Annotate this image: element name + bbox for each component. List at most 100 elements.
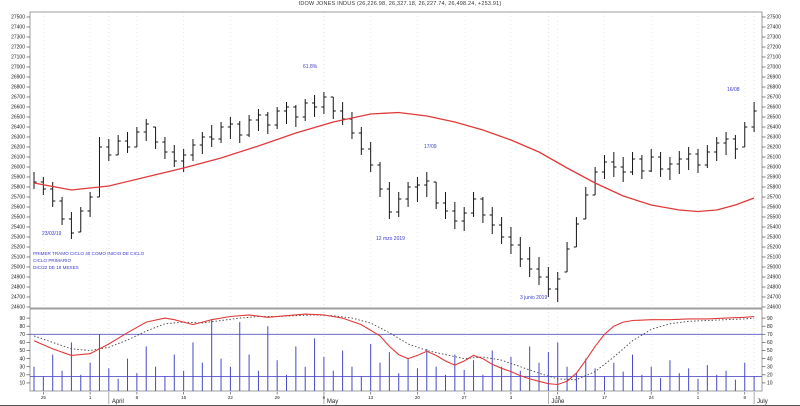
svg-text:May: May [327, 399, 338, 405]
svg-text:26400: 26400 [767, 125, 781, 131]
svg-text:20: 20 [415, 395, 421, 400]
svg-text:25: 25 [41, 395, 47, 400]
cycle-date-projection-1: 17/09 [424, 144, 437, 150]
svg-text:26800: 26800 [11, 85, 25, 91]
svg-text:24700: 24700 [11, 295, 25, 301]
cycle-note-line-3: DIC/22 DE 18 MESES [33, 265, 79, 270]
svg-text:10: 10 [555, 395, 561, 400]
svg-text:27000: 27000 [11, 65, 25, 71]
svg-text:25800: 25800 [767, 185, 781, 191]
svg-text:26400: 26400 [11, 125, 25, 131]
svg-text:27500: 27500 [767, 15, 781, 21]
svg-text:27400: 27400 [11, 25, 25, 31]
svg-text:8: 8 [136, 395, 139, 400]
svg-text:25800: 25800 [11, 185, 25, 191]
svg-text:80: 80 [19, 324, 25, 330]
oscillator-band-lines [30, 333, 762, 377]
svg-text:50: 50 [767, 348, 773, 354]
svg-text:1: 1 [697, 395, 700, 400]
svg-text:26600: 26600 [767, 105, 781, 111]
svg-text:13: 13 [368, 395, 374, 400]
svg-text:40: 40 [767, 356, 773, 362]
cycle-date-projection-2: 16/08 [727, 87, 740, 93]
svg-text:26500: 26500 [11, 115, 25, 121]
svg-text:April: April [112, 399, 124, 405]
svg-text:26000: 26000 [11, 165, 25, 171]
svg-text:25200: 25200 [767, 245, 781, 251]
svg-text:10: 10 [767, 381, 773, 387]
svg-text:27500: 27500 [11, 15, 25, 21]
svg-text:1: 1 [89, 395, 92, 400]
svg-text:17: 17 [602, 395, 608, 400]
svg-text:25000: 25000 [11, 265, 25, 271]
price-axis-labels: 27500 27500 27400 27400 27300 27300 27200 27200… [11, 15, 781, 311]
svg-text:22: 22 [228, 395, 234, 400]
svg-text:24900: 24900 [767, 275, 781, 281]
svg-text:80: 80 [767, 324, 773, 330]
svg-text:24800: 24800 [767, 285, 781, 291]
svg-text:27200: 27200 [11, 45, 25, 51]
svg-text:27: 27 [462, 395, 468, 400]
svg-text:25000: 25000 [767, 265, 781, 271]
svg-text:3: 3 [510, 395, 513, 400]
svg-text:24600: 24600 [11, 305, 25, 311]
svg-text:24: 24 [649, 395, 655, 400]
svg-text:30: 30 [767, 364, 773, 370]
svg-text:27200: 27200 [767, 45, 781, 51]
svg-text:25600: 25600 [767, 205, 781, 211]
svg-text:25400: 25400 [767, 225, 781, 231]
svg-text:25300: 25300 [767, 235, 781, 241]
svg-text:10: 10 [19, 381, 25, 387]
svg-text:25600: 25600 [11, 205, 25, 211]
svg-text:26200: 26200 [767, 145, 781, 151]
svg-text:26900: 26900 [11, 75, 25, 81]
fib-level-label: 61.8% [303, 64, 318, 70]
svg-text:8: 8 [743, 395, 746, 400]
svg-text:26300: 26300 [767, 135, 781, 141]
moving-average-line [33, 111, 755, 213]
svg-text:29: 29 [275, 395, 281, 400]
svg-text:26100: 26100 [767, 155, 781, 161]
svg-text:25500: 25500 [767, 215, 781, 221]
svg-text:24700: 24700 [767, 295, 781, 301]
svg-text:26500: 26500 [767, 115, 781, 121]
svg-text:26900: 26900 [767, 75, 781, 81]
date-low-march: 23/03/19 [42, 231, 62, 237]
ohlc-bars [33, 92, 757, 302]
svg-text:26100: 26100 [11, 155, 25, 161]
svg-text:24800: 24800 [11, 285, 25, 291]
date-low-may: 12 mzo 2019 [376, 236, 405, 242]
svg-text:20: 20 [767, 373, 773, 379]
svg-text:70: 70 [19, 332, 25, 338]
svg-text:24900: 24900 [11, 275, 25, 281]
cycle-note-line-2: CICLO PRIMARIO [33, 258, 71, 263]
svg-text:90: 90 [767, 316, 773, 322]
svg-text:27400: 27400 [767, 25, 781, 31]
svg-text:60: 60 [767, 340, 773, 346]
stochastic-signal [33, 314, 755, 381]
svg-text:90: 90 [19, 316, 25, 322]
svg-text:25500: 25500 [11, 215, 25, 221]
svg-text:26700: 26700 [767, 95, 781, 101]
svg-text:25700: 25700 [767, 195, 781, 201]
annotations: 61.8% 23/03/19 12 mzo 2019 3 junio 2019 17/0… [33, 64, 740, 301]
date-axis: 25181522296132027310172418AprilMayJuneJu… [41, 392, 768, 405]
svg-text:26200: 26200 [11, 145, 25, 151]
svg-text:50: 50 [19, 348, 25, 354]
volume-bars [33, 319, 755, 391]
svg-text:15: 15 [181, 395, 187, 400]
svg-text:27100: 27100 [11, 55, 25, 61]
svg-text:27300: 27300 [11, 35, 25, 41]
svg-text:25400: 25400 [11, 225, 25, 231]
svg-text:June: June [551, 399, 565, 405]
panel-frames [29, 11, 763, 392]
svg-text:20: 20 [19, 373, 25, 379]
stochastic-main [33, 313, 755, 386]
svg-text:25900: 25900 [11, 175, 25, 181]
svg-text:July: July [757, 399, 768, 405]
svg-text:27100: 27100 [767, 55, 781, 61]
svg-text:25100: 25100 [11, 255, 25, 261]
svg-text:27300: 27300 [767, 35, 781, 41]
